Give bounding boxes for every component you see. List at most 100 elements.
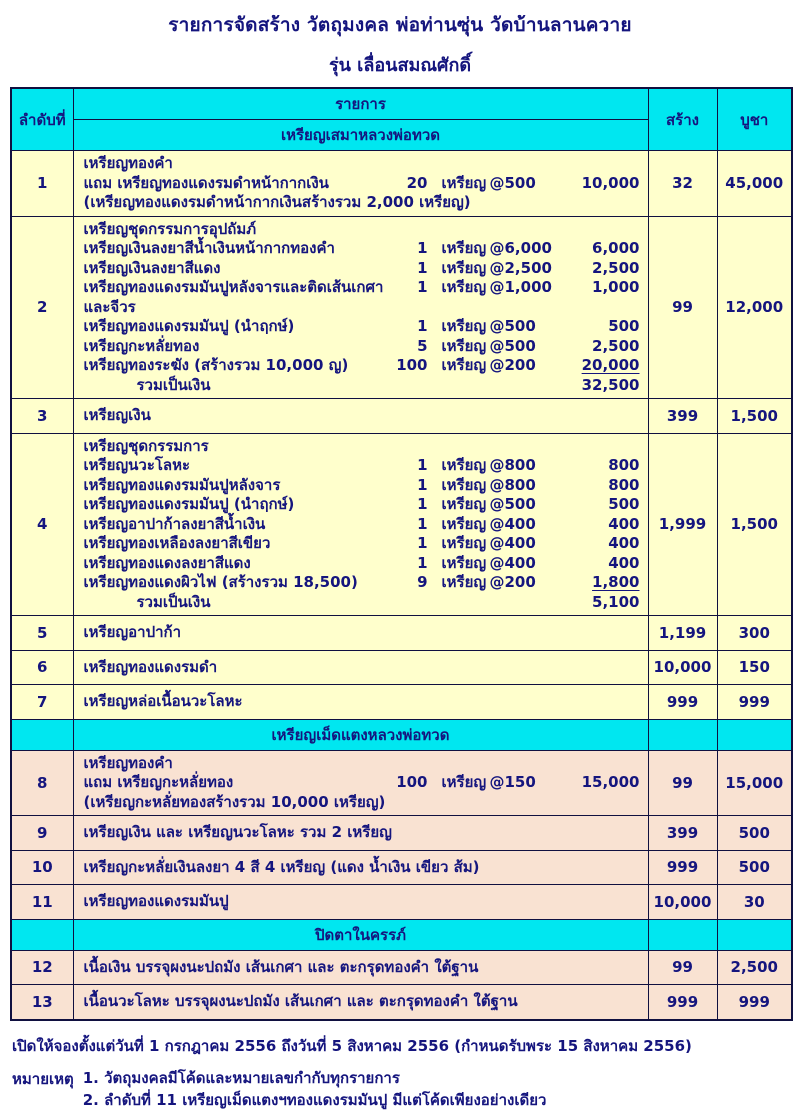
item-line: เหรียญทองแดงรมมันปู <box>84 892 640 912</box>
item-amount: 400 <box>608 534 640 552</box>
page-subtitle: รุ่น เลื่อนสมณศักดิ์ <box>328 55 472 76</box>
row-number: 10 <box>10 849 74 885</box>
item-line: เหรียญทองคำ <box>84 754 640 774</box>
table-row: 7 เหรียญหล่อเนื้อนวะโลหะ 999 999 <box>10 684 793 720</box>
made-quantity: 999 <box>647 849 718 885</box>
item-unit-price: @200 <box>489 356 536 374</box>
section-cell-empty-made <box>647 718 718 751</box>
item-quantity: 1 <box>417 495 428 513</box>
item-description: เหรียญทองคำ <box>83 154 173 172</box>
item-quantity: 1 <box>417 475 428 494</box>
item-amount: 1,000 <box>592 278 640 296</box>
item-unit: เหรียญ <box>441 336 487 355</box>
row-items: เนื้อเงิน บรรจุผงนะปถมัง เส้นเกศา และ ตะ… <box>72 949 649 985</box>
item-unit <box>428 593 490 613</box>
worship-price: 500 <box>716 849 793 885</box>
item-unit-price: @400 <box>489 534 536 552</box>
row-items: เหรียญทองคำแถม เหรียญทองแดงรมดำหน้ากากเง… <box>72 150 649 217</box>
item-unit: เหรียญ <box>441 475 487 494</box>
item-description: เนื้อนวะโลหะ บรรจุผงนะปถมัง เส้นเกศา และ… <box>83 992 518 1010</box>
item-line: เหรียญทองแดงรมดำ <box>84 658 640 678</box>
note-2: 2. ลำดับที่ 11 เหรียญเม็ดแตงฯทองแดงรมมัน… <box>82 1090 547 1109</box>
section-header-row: เหรียญเม็ดแตงหลวงพ่อทวด <box>10 718 793 751</box>
item-quantity <box>384 593 428 613</box>
item-unit: เหรียญ <box>441 356 487 374</box>
item-unit: เหรียญ <box>441 317 487 335</box>
item-unit-price: @500 <box>489 317 536 335</box>
item-unit-price: @500 <box>489 495 536 513</box>
item-line: เหรียญกะหลั่ยทอง 5 เหรียญ @500 2,500 <box>84 337 640 357</box>
made-quantity: 1,199 <box>647 615 718 651</box>
item-amount: 2,500 <box>592 336 640 355</box>
item-unit: เหรียญ <box>441 495 487 513</box>
notes-block: หมายเหตุ 1. วัตถุมงคลมีโค้ดและหมายเลขกำก… <box>12 1067 800 1111</box>
item-description: เหรียญนวะโลหะ <box>83 456 191 474</box>
row-items: เหรียญหล่อเนื้อนวะโลหะ <box>72 684 649 720</box>
made-quantity: 999 <box>647 984 718 1020</box>
item-unit: เหรียญ <box>441 456 487 474</box>
item-line: เนื้อนวะโลหะ บรรจุผงนะปถมัง เส้นเกศา และ… <box>84 992 640 1012</box>
row-number: 13 <box>10 984 74 1020</box>
item-description: (เหรียญทองแดงรมดำหน้ากากเงินสร้างรวม 2,0… <box>83 193 471 211</box>
row-number: 6 <box>10 649 74 685</box>
row-number: 1 <box>10 150 74 217</box>
item-line: แถม เหรียญทองแดงรมดำหน้ากากเงิน 20 เหรียญ @… <box>84 174 640 194</box>
item-line: เหรียญเงินลงยาสีแดง 1 เหรียญ @2,500 2,500 <box>84 259 640 279</box>
item-unit-price: @500 <box>489 173 536 192</box>
section-cell-empty-price <box>716 918 793 951</box>
item-description: เหรียญเงิน <box>83 406 151 424</box>
row-number: 3 <box>10 398 74 434</box>
table-row: 12 เนื้อเงิน บรรจุผงนะปถมัง เส้นเกศา และ … <box>10 949 793 985</box>
item-unit: เหรียญ <box>441 258 487 277</box>
item-unit-price: @1,000 <box>489 278 552 296</box>
item-description: เหรียญกะหลั่ยทอง <box>83 336 200 355</box>
worship-price: 1,500 <box>716 432 793 616</box>
item-unit: เหรียญ <box>441 534 487 552</box>
section-header-row: ปิดตาในครรภ์ <box>10 918 793 951</box>
item-unit: เหรียญ <box>441 773 487 791</box>
item-description: เหรียญทองระฆัง (สร้างรวม 10,000 ญ) <box>83 356 349 374</box>
table-row: 9 เหรียญเงิน และ เหรียญนวะโลหะ รวม 2 เหรี… <box>10 815 793 851</box>
column-header-price: บูชา <box>716 87 793 151</box>
item-line: เหรียญทองแดงผิวไฟ (สร้างรวม 18,500) 9 เหรี… <box>84 573 640 593</box>
item-line: เหรียญกะหลั่ยเงินลงยา 4 สี 4 เหรียญ (แดง… <box>84 858 640 878</box>
subtotal-line: รวมเป็นเงิน 5,100 <box>84 593 640 613</box>
item-description: เหรียญอาปาก้าลงยาสีน้ำเงิน <box>83 514 266 533</box>
item-line: เหรียญชุดกรรมการ <box>84 437 640 457</box>
item-quantity: 1 <box>417 514 428 533</box>
section-title: เหรียญเม็ดแตงหลวงพ่อทวด <box>72 718 649 751</box>
item-description: เหรียญกะหลั่ยเงินลงยา 4 สี 4 เหรียญ (แดง… <box>83 857 480 876</box>
item-line: เหรียญเงิน และ เหรียญนวะโลหะ รวม 2 เหรีย… <box>84 823 640 843</box>
table-row: 1 เหรียญทองคำ แถม เหรียญทองแดงรมดำหน้ากากเ… <box>10 150 793 217</box>
made-quantity: 399 <box>647 815 718 851</box>
worship-price: 2,500 <box>716 949 793 985</box>
amulet-production-table: ลำดับที่ รายการ สร้าง บูชา เหรียญเสมาหลว… <box>10 87 793 1021</box>
worship-price: 300 <box>716 615 793 651</box>
made-quantity: 99 <box>647 215 718 399</box>
item-quantity: 1 <box>417 456 428 474</box>
item-description: เนื้อเงิน บรรจุผงนะปถมัง เส้นเกศา และ ตะ… <box>83 957 479 976</box>
item-unit-price <box>490 593 556 613</box>
column-header-no: ลำดับที่ <box>10 87 74 151</box>
item-description: เหรียญทองแดงรมมันปู (นำฤกษ์) <box>83 495 295 513</box>
item-line: เหรียญทองแดงรมมันปูหลังจารและติดเส้นเกศา… <box>84 278 640 317</box>
made-quantity: 10,000 <box>647 649 718 685</box>
item-amount: 6,000 <box>592 239 640 257</box>
section-cell-empty-no <box>10 918 74 951</box>
made-quantity: 32 <box>647 150 718 217</box>
notes-label: หมายเหตุ <box>12 1069 74 1088</box>
worship-price: 45,000 <box>716 150 793 217</box>
worship-price: 30 <box>716 884 793 920</box>
section-cell-empty-no <box>10 718 74 751</box>
section-header-sema: เหรียญเสมาหลวงพ่อทวด <box>72 119 649 151</box>
item-quantity: 20 <box>406 173 428 192</box>
item-description: เหรียญอาปาก้า <box>83 623 182 641</box>
row-items: เหรียญกะหลั่ยเงินลงยา 4 สี 4 เหรียญ (แดง… <box>72 849 649 885</box>
item-description: เหรียญทองแดงรมมันปู (นำฤกษ์) <box>83 317 295 335</box>
item-description: เหรียญเงินลงยาสีน้ำเงินหน้ากากทองคำ <box>83 239 335 257</box>
item-amount: 400 <box>608 553 640 572</box>
made-quantity: 399 <box>647 398 718 434</box>
item-description: เหรียญชุดกรรมการอุปถัมภ์ <box>83 219 257 238</box>
item-description: เหรียญทองแดงลงยาสีแดง <box>83 553 251 572</box>
row-items: เหรียญชุดกรรมการ เหรียญนวะโลหะ 1 เหรียญ @800… <box>72 432 649 616</box>
